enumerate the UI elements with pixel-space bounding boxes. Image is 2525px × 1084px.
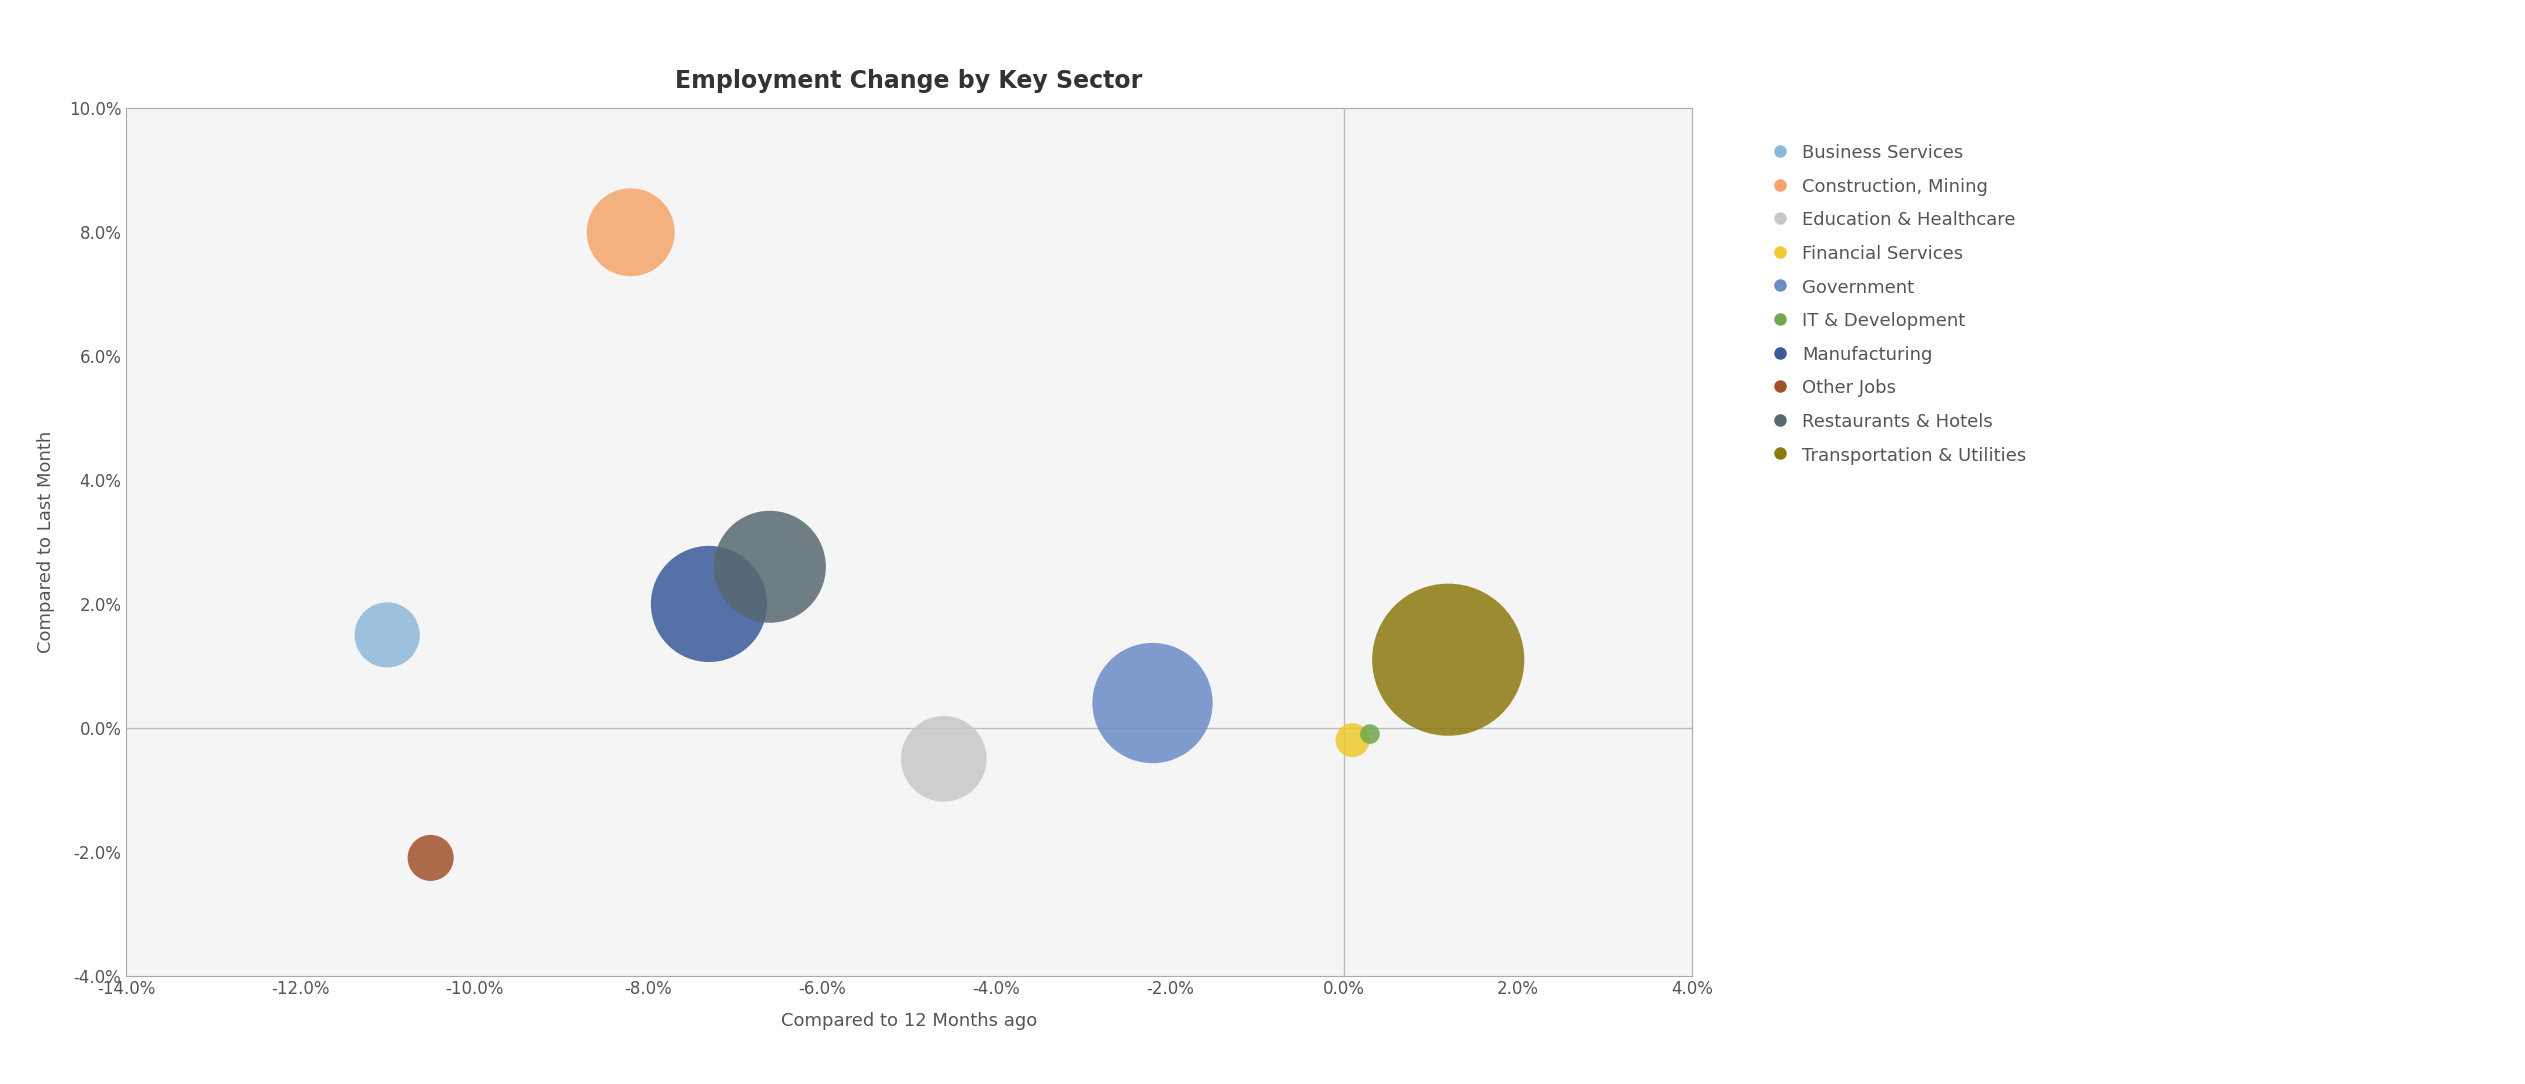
Legend: Business Services, Construction, Mining, Education & Healthcare, Financial Servi: Business Services, Construction, Mining,… xyxy=(1765,134,2035,474)
Financial Services xyxy=(1333,732,1374,749)
Y-axis label: Compared to Last Month: Compared to Last Month xyxy=(38,430,56,654)
Transportation & Utilities xyxy=(1429,651,1470,669)
Government xyxy=(1131,695,1172,712)
Business Services xyxy=(366,627,407,644)
IT & Development xyxy=(1351,725,1391,743)
X-axis label: Compared to 12 Months ago: Compared to 12 Months ago xyxy=(780,1012,1038,1031)
Education & Healthcare xyxy=(924,750,965,767)
Construction, Mining xyxy=(611,223,651,241)
Other Jobs xyxy=(412,849,452,866)
Title: Employment Change by Key Sector: Employment Change by Key Sector xyxy=(674,68,1144,92)
Restaurants & Hotels xyxy=(750,558,790,576)
Manufacturing xyxy=(689,595,730,612)
